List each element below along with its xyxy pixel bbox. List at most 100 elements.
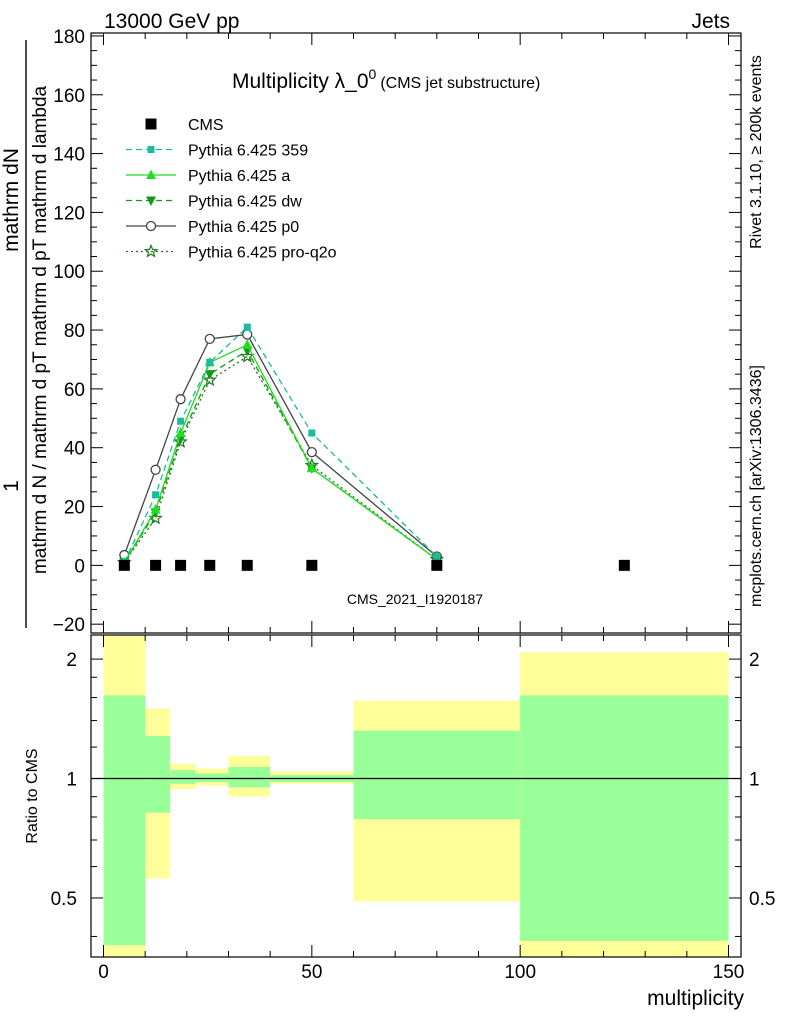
ratio-y-tick-label: 2 <box>66 650 77 671</box>
ratio-y-axis-label: Ratio to CMS <box>24 748 41 843</box>
ratio-band-green <box>353 730 521 820</box>
x-tick-label: 50 <box>301 962 322 983</box>
legend-item: Pythia 6.425 pro-q2o <box>126 243 337 262</box>
ratio-band-green <box>103 695 146 946</box>
ylabel-one: 1 <box>0 480 23 492</box>
data-point <box>206 358 214 366</box>
series-line <box>123 333 438 557</box>
mcplots-label: mcplots.cern.ch [arXiv:1306.3436] <box>748 365 765 607</box>
data-point <box>306 462 317 473</box>
y-tick-label: 80 <box>64 321 85 342</box>
data-point <box>150 464 161 475</box>
collision-label: 13000 GeV pp <box>104 10 239 33</box>
ylabel-denominator: mathrm d N / mathrm d pT mathrm d pT mat… <box>30 85 51 574</box>
legend-label: Pythia 6.425 dw <box>188 194 302 211</box>
data-point <box>204 559 216 571</box>
legend-marker <box>146 169 156 179</box>
ratio-frame <box>90 634 742 958</box>
main-y-axis-label: mathrm dN 1 mathrm d N / mathrm d pT mat… <box>0 40 51 628</box>
data-point <box>177 417 185 425</box>
data-point <box>306 446 317 458</box>
ratio-band-green <box>520 695 729 941</box>
data-point <box>175 559 187 571</box>
data-point <box>173 434 188 449</box>
y-tick-label: 0 <box>74 556 85 577</box>
data-point <box>241 559 253 571</box>
data-point <box>150 503 161 514</box>
legend-label: CMS <box>188 117 224 134</box>
y-tick-label: 100 <box>53 262 85 283</box>
ratio-y-tick-label: 0.5 <box>51 889 77 910</box>
ratio-y-tick-label: 1 <box>66 770 77 791</box>
series-2 <box>119 339 442 567</box>
y-tick-label: −20 <box>53 615 85 636</box>
y-tick-label: 20 <box>64 498 85 519</box>
ratio-y-tick-label-right: 0.5 <box>749 889 775 910</box>
data-point <box>152 491 160 499</box>
data-point <box>150 559 162 571</box>
legend-item: Pythia 6.425 359 <box>126 143 308 160</box>
ratio-y-tick-label-right: 2 <box>749 650 760 671</box>
ratio-panel: 0.5 0.5 1 1 2 2 0 50 100 150 <box>51 634 775 983</box>
rivet-version-label: Rivet 3.1.10, ≥ 200k events <box>748 55 765 249</box>
y-tick-label: 160 <box>53 86 85 107</box>
data-point <box>433 553 441 561</box>
data-point <box>431 559 443 571</box>
legend-item: Pythia 6.425 a <box>126 168 290 185</box>
legend-label: Pythia 6.425 a <box>188 168 290 185</box>
ratio-band-green <box>228 766 271 788</box>
data-point <box>239 348 255 363</box>
data-point <box>204 333 215 345</box>
legend-label: Pythia 6.425 359 <box>188 143 308 160</box>
legend-marker <box>143 243 159 258</box>
data-point <box>204 370 215 380</box>
y-tick-label: 40 <box>64 439 85 460</box>
data-point <box>306 559 318 571</box>
data-point <box>202 372 218 387</box>
plot-title-text: Multiplicity λ_0 <box>232 70 369 93</box>
series-line <box>123 355 438 563</box>
data-point <box>175 394 186 405</box>
ratio-band-green <box>145 735 171 813</box>
y-tick-label: 120 <box>53 203 85 224</box>
series-1 <box>120 323 441 566</box>
x-axis-label: multiplicity <box>647 987 744 1010</box>
legend-item: Pythia 6.425 p0 <box>126 219 299 236</box>
ylabel-numerator: mathrm dN <box>0 148 23 252</box>
series-line <box>123 326 438 563</box>
data-point <box>175 427 186 437</box>
legend-marker <box>145 118 157 130</box>
process-label: Jets <box>691 10 730 33</box>
data-point <box>308 429 316 437</box>
legend-marker <box>145 220 157 232</box>
legend: CMS Pythia 6.425 359 Pythia 6.425 a Pythia … <box>126 117 337 262</box>
y-tick-label: 180 <box>53 27 85 48</box>
legend-label: Pythia 6.425 p0 <box>188 219 299 236</box>
ratio-band-green <box>170 770 196 784</box>
main-frame <box>90 32 742 634</box>
data-point <box>618 559 630 571</box>
x-tick-label: 100 <box>504 962 536 983</box>
series-line <box>123 343 438 563</box>
legend-item: Pythia 6.425 dw <box>126 194 302 211</box>
ratio-band-green <box>195 773 229 783</box>
y-tick-label: 140 <box>53 145 85 166</box>
plot-title-superscript: 0 <box>369 66 377 82</box>
plot-title: Multiplicity λ_00(CMS jet substructure) <box>232 66 540 93</box>
x-tick-label: 150 <box>713 962 745 983</box>
analysis-watermark: CMS_2021_I1920187 <box>347 591 483 607</box>
plot-subtitle: (CMS jet substructure) <box>380 75 540 92</box>
x-tick-label: 0 <box>98 962 109 983</box>
data-point <box>175 434 186 445</box>
legend-item: CMS <box>145 117 224 134</box>
data-point <box>118 559 130 571</box>
legend-label: Pythia 6.425 pro-q2o <box>188 245 337 262</box>
ratio-y-tick-label-right: 1 <box>749 770 760 791</box>
data-point <box>243 323 251 331</box>
series-0 <box>118 559 630 571</box>
legend-marker <box>146 196 156 206</box>
y-tick-label: 60 <box>64 380 85 401</box>
data-point <box>242 339 253 349</box>
